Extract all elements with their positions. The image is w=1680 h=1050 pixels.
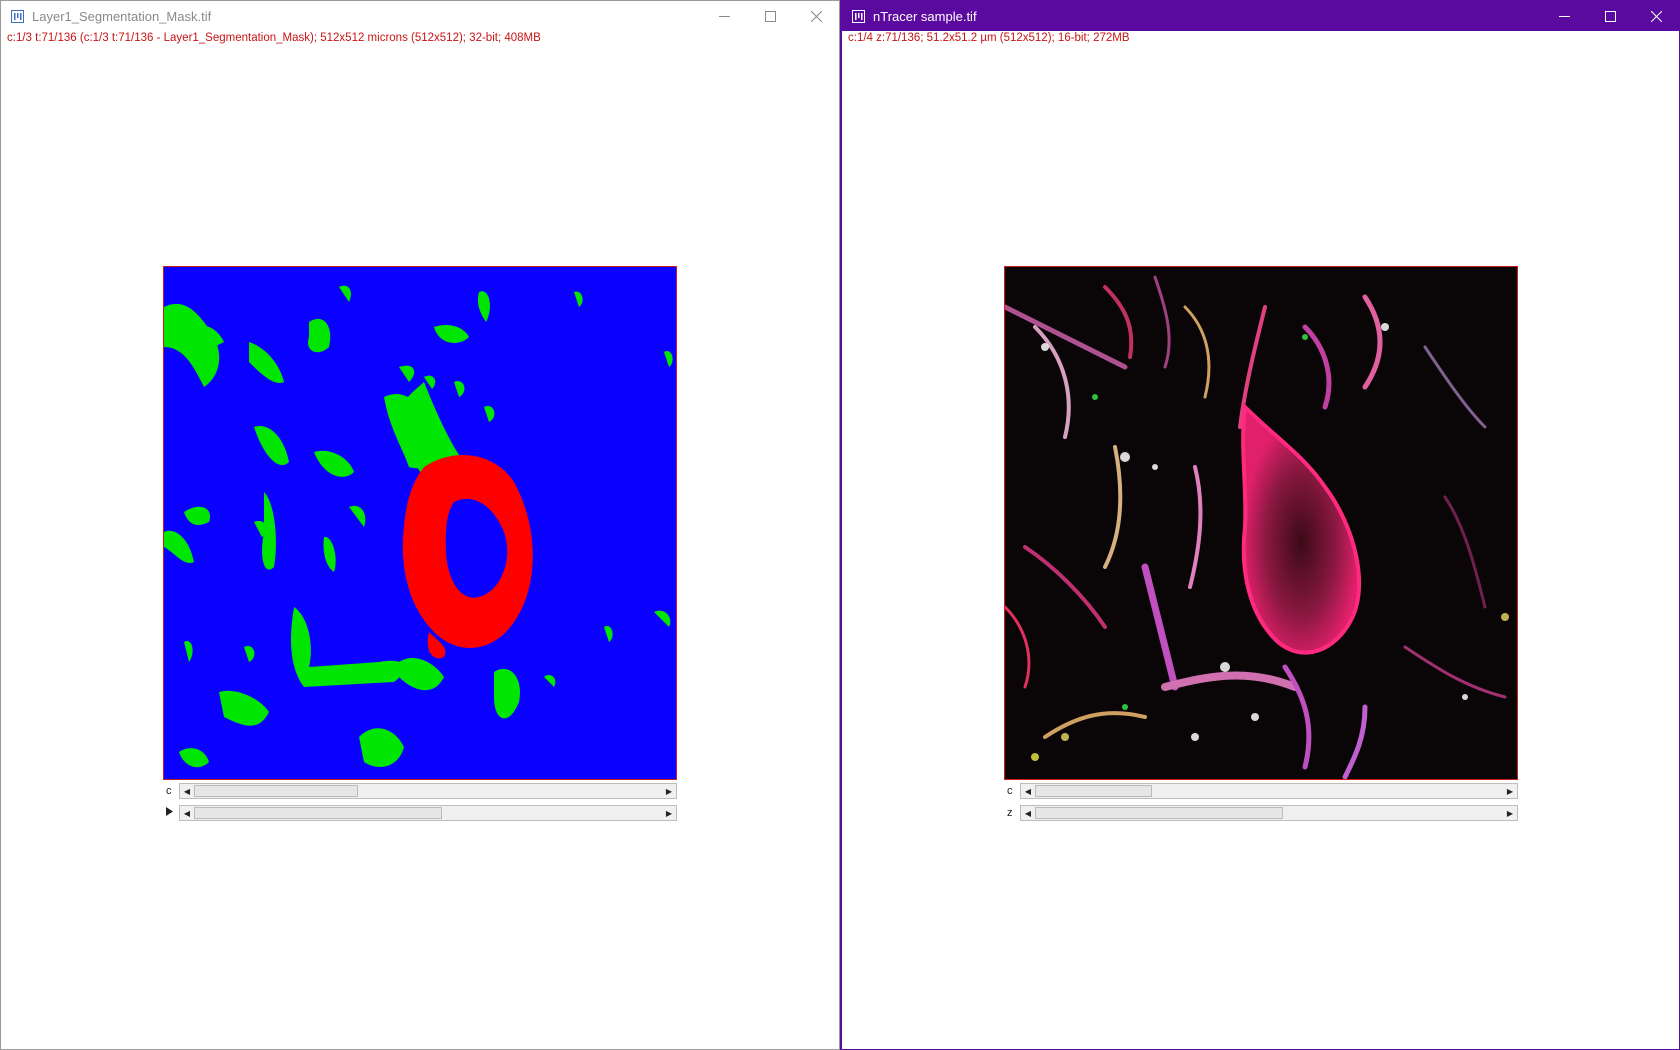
close-icon	[1650, 10, 1662, 22]
scroll-left-arrow[interactable]: ◀	[1021, 784, 1035, 798]
scroll-track[interactable]	[194, 806, 662, 820]
maximize-icon	[764, 10, 776, 22]
z-slider-row[interactable]: z ◀ ▶	[1004, 804, 1518, 822]
scroll-left-arrow[interactable]: ◀	[180, 806, 194, 820]
z-scrollbar[interactable]: ◀ ▶	[1020, 805, 1518, 821]
minimize-icon	[1558, 15, 1570, 17]
minimize-icon	[718, 15, 730, 17]
image-info-text: c:1/3 t:71/136 (c:1/3 t:71/136 - Layer1_…	[7, 32, 541, 44]
scroll-thumb[interactable]	[1035, 785, 1152, 797]
z-slider-label: z	[1007, 807, 1013, 819]
maximize-button[interactable]	[1587, 1, 1633, 31]
close-button[interactable]	[1633, 1, 1679, 31]
soma-outline	[1241, 402, 1362, 655]
scroll-left-arrow[interactable]: ◀	[1021, 806, 1035, 820]
title-bar[interactable]: nTracer sample.tif	[842, 1, 1679, 31]
green-puncta	[1092, 334, 1308, 710]
scroll-right-arrow[interactable]: ▶	[662, 806, 676, 820]
ntracer-image-canvas[interactable]	[1004, 266, 1518, 780]
close-button[interactable]	[793, 1, 839, 31]
play-button[interactable]	[163, 807, 179, 819]
channel-slider-label: c	[1007, 785, 1013, 797]
channel-scrollbar[interactable]: ◀ ▶	[179, 783, 677, 799]
window-title: Layer1_Segmentation_Mask.tif	[32, 8, 212, 24]
scroll-right-arrow[interactable]: ▶	[1503, 784, 1517, 798]
play-icon	[166, 807, 173, 816]
soma-process	[394, 382, 464, 477]
time-slider-row[interactable]: ◀ ▶	[163, 804, 677, 822]
scroll-right-arrow[interactable]: ▶	[1503, 806, 1517, 820]
neurite-traces	[1005, 275, 1507, 779]
channel-slider-label: c	[166, 785, 172, 797]
scroll-track[interactable]	[194, 784, 662, 798]
bright-puncta	[1031, 323, 1509, 761]
ntracer-sample-window[interactable]: nTracer sample.tif c:1/4 z:71/136; 51.2x…	[840, 0, 1680, 1050]
scroll-thumb[interactable]	[1035, 807, 1284, 819]
channel-slider-row[interactable]: c ◀ ▶	[163, 782, 677, 800]
channel-slider-row[interactable]: c ◀ ▶	[1004, 782, 1518, 800]
scroll-left-arrow[interactable]: ◀	[180, 784, 194, 798]
imagej-app-icon	[11, 9, 24, 23]
close-icon	[810, 10, 822, 22]
minimize-button[interactable]	[701, 1, 747, 31]
scroll-thumb[interactable]	[194, 785, 358, 797]
scroll-track[interactable]	[1035, 806, 1503, 820]
scroll-right-arrow[interactable]: ▶	[662, 784, 676, 798]
title-bar[interactable]: Layer1_Segmentation_Mask.tif	[1, 1, 839, 31]
image-info-text: c:1/4 z:71/136; 51.2x51.2 µm (512x512); …	[848, 32, 1130, 44]
channel-scrollbar[interactable]: ◀ ▶	[1020, 783, 1518, 799]
maximize-icon	[1604, 10, 1616, 22]
soma-hollow	[445, 498, 508, 598]
segmentation-image-canvas[interactable]	[163, 266, 677, 780]
minimize-button[interactable]	[1541, 1, 1587, 31]
time-scrollbar[interactable]: ◀ ▶	[179, 805, 677, 821]
scroll-track[interactable]	[1035, 784, 1503, 798]
imagej-app-icon	[852, 9, 865, 23]
maximize-button[interactable]	[747, 1, 793, 31]
segmentation-mask-window[interactable]: Layer1_Segmentation_Mask.tif c:1/3 t:71/…	[0, 0, 840, 1050]
scroll-thumb[interactable]	[194, 807, 443, 819]
window-title: nTracer sample.tif	[873, 8, 977, 24]
